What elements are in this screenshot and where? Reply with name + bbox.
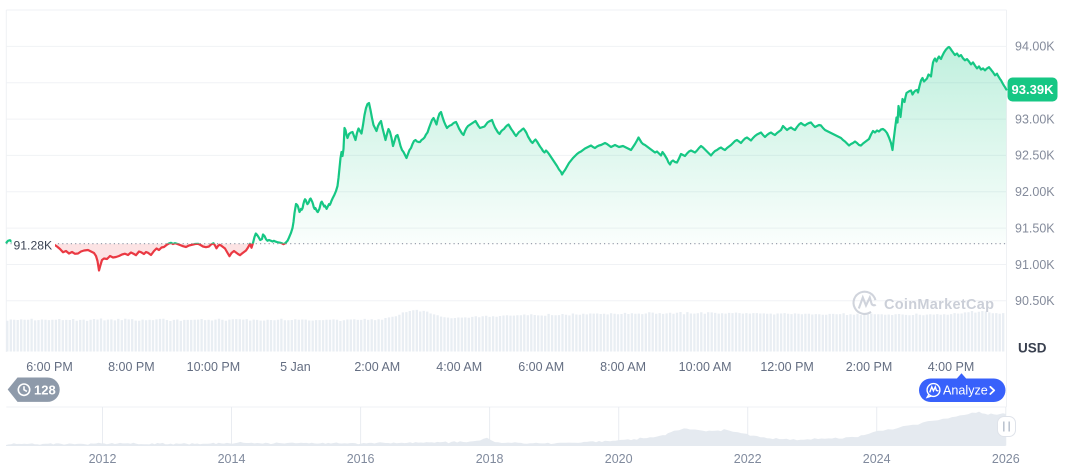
svg-text:2:00 PM: 2:00 PM [846, 360, 893, 374]
svg-text:2024: 2024 [863, 452, 891, 466]
svg-text:Analyze: Analyze [943, 384, 988, 398]
svg-text:91.28K: 91.28K [14, 238, 53, 252]
svg-text:10:00 AM: 10:00 AM [679, 360, 732, 374]
svg-text:5 Jan: 5 Jan [280, 360, 311, 374]
svg-text:2:00 AM: 2:00 AM [354, 360, 400, 374]
svg-text:8:00 AM: 8:00 AM [600, 360, 646, 374]
svg-text:10:00 PM: 10:00 PM [187, 360, 241, 374]
svg-text:CoinMarketCap: CoinMarketCap [884, 297, 994, 313]
svg-text:6:00 AM: 6:00 AM [518, 360, 564, 374]
svg-text:12:00 PM: 12:00 PM [760, 360, 814, 374]
svg-text:92.00K: 92.00K [1015, 185, 1055, 199]
svg-text:2018: 2018 [476, 452, 504, 466]
svg-text:2020: 2020 [605, 452, 633, 466]
svg-text:8:00 PM: 8:00 PM [108, 360, 155, 374]
svg-text:91.00K: 91.00K [1015, 258, 1055, 272]
svg-text:93.39K: 93.39K [1012, 82, 1055, 97]
svg-text:93.00K: 93.00K [1015, 112, 1055, 126]
svg-text:2014: 2014 [218, 452, 246, 466]
svg-text:USD: USD [1018, 341, 1047, 356]
svg-text:4:00 AM: 4:00 AM [436, 360, 482, 374]
svg-text:128: 128 [34, 382, 56, 397]
svg-text:2026: 2026 [992, 452, 1020, 466]
svg-text:2012: 2012 [89, 452, 117, 466]
svg-text:92.50K: 92.50K [1015, 149, 1055, 163]
svg-text:4:00 PM: 4:00 PM [928, 360, 975, 374]
svg-text:2022: 2022 [734, 452, 762, 466]
svg-text:94.00K: 94.00K [1015, 40, 1055, 54]
svg-text:90.50K: 90.50K [1015, 294, 1055, 308]
svg-text:6:00 PM: 6:00 PM [26, 360, 73, 374]
svg-text:91.50K: 91.50K [1015, 221, 1055, 235]
svg-text:2016: 2016 [347, 452, 375, 466]
